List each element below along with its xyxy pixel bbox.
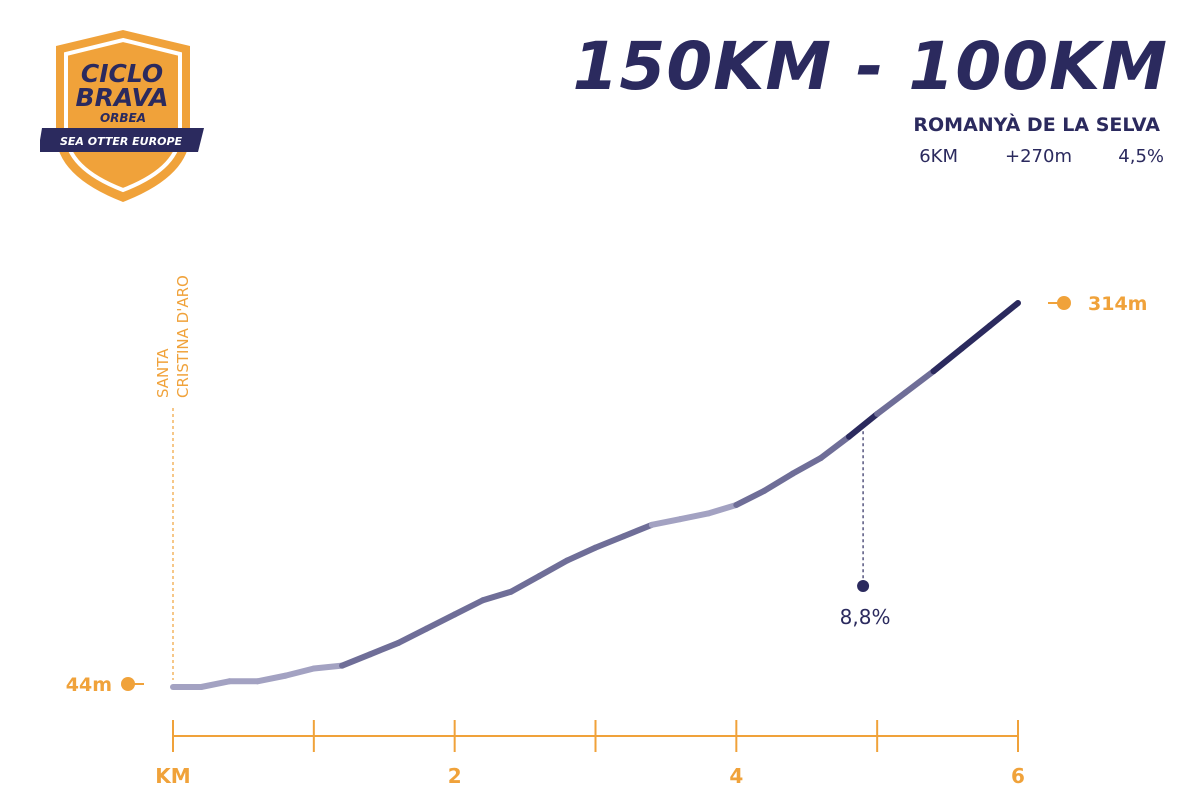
logo-text-line1: CICLO [81,59,163,88]
profile-segment [451,597,486,618]
logo-banner-text: SEA OTTER EUROPE [60,135,183,148]
x-tick-label: KM [155,764,190,788]
profile-segment [874,389,909,417]
end-elevation-label: 314m [1088,293,1147,315]
profile-segment [761,470,796,494]
x-tick-label: 6 [1011,764,1025,788]
x-axis: KM 2 4 6 [155,720,1025,788]
profile-segment [986,300,1021,329]
start-location-label: SANTA CRISTINA D'ARO [154,275,192,398]
climb-distance: 6KM [919,146,958,167]
profile-segment [958,322,993,352]
profile-segment [536,557,571,580]
profile-segment [479,588,514,604]
start-elevation-dot [121,677,135,691]
chart-markers: SANTA CRISTINA D'ARO 44m 314m 8,8% [66,275,1148,696]
start-location-label-line2: CRISTINA D'ARO [174,275,192,398]
climb-elevation-gain: +270m [1005,146,1072,167]
profile-segment [733,487,768,508]
climb-average-grade: 4,5% [1118,146,1164,167]
page-title: 150KM - 100KM [572,28,1168,105]
end-elevation-dot [1057,296,1071,310]
climb-name: ROMANYÀ DE LA SELVA [913,114,1160,136]
profile-segment [592,533,627,551]
profile-segment [705,501,740,517]
ciclobrava-logo: CICLO BRAVA ORBEA SEA OTTER EUROPE [40,30,204,202]
profile-segment [367,639,402,658]
gradient-annotation-dot [857,580,870,592]
profile-segment [677,510,712,523]
profile-segment [902,368,937,396]
profile-segment [789,455,824,477]
profile-segment [254,672,289,685]
x-tick-label: 4 [729,764,743,788]
profile-segment [282,665,317,679]
elevation-line [170,300,1021,690]
profile-segment [930,345,965,375]
profile-segment [508,573,543,595]
logo-banner [40,128,204,152]
profile-segment [648,516,683,528]
logo-brand: ORBEA [100,111,146,125]
start-elevation-label: 44m [66,674,112,696]
profile-segment [846,410,881,440]
profile-segment [395,625,430,646]
profile-segment [198,678,233,690]
start-location-label-line1: SANTA [154,348,172,398]
gradient-annotation-label: 8,8% [840,605,891,629]
x-tick-label: 2 [448,764,462,788]
profile-segment [310,662,345,672]
logo-shield-outer [56,30,190,202]
profile-segment [339,651,374,669]
profile-segment [423,611,458,632]
profile-segment [564,544,599,564]
logo-text-line2: BRAVA [76,83,169,112]
profile-segment [620,521,655,540]
profile-segment [817,433,852,462]
